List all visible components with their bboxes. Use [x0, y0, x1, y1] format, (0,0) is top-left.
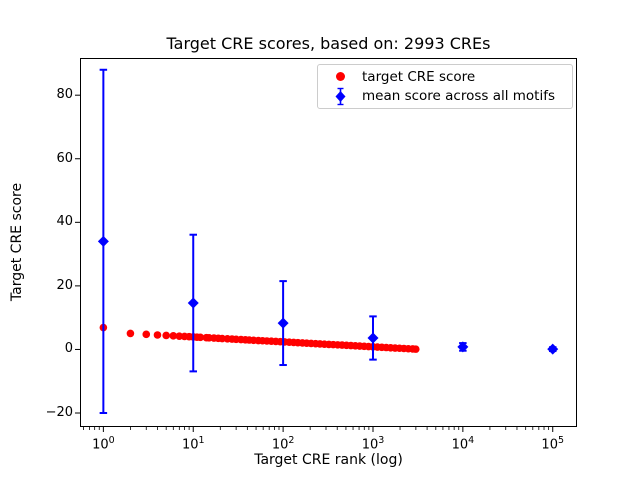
legend-item-mean-score: mean score across all motifs: [318, 87, 572, 106]
x-tick-label: 104: [451, 435, 475, 453]
y-tick-label: 60: [56, 150, 73, 166]
legend-marker-cell: [318, 72, 362, 82]
legend: target CRE score mean score across all m…: [317, 64, 573, 109]
x-tick-label: 101: [181, 435, 205, 453]
chart-title: Target CRE scores, based on: 2993 CREs: [166, 34, 491, 53]
legend-label: target CRE score: [362, 68, 476, 85]
x-tick-label: 100: [92, 435, 115, 453]
y-tick-label: 0: [64, 341, 73, 357]
y-tick-label: 20: [56, 277, 73, 293]
y-tick-label: −20: [45, 405, 73, 420]
legend-marker-cell: [318, 87, 362, 106]
y-tick-label: 80: [56, 87, 73, 103]
y-tick-label: 40: [56, 214, 73, 230]
x-tick-label: 105: [541, 435, 565, 453]
legend-circle-marker-icon: [335, 72, 345, 82]
x-tick-label: 103: [361, 435, 385, 453]
legend-item-target-cre-score: target CRE score: [318, 67, 572, 86]
legend-diamond-errorbar-marker-icon: [335, 87, 345, 105]
legend-label: mean score across all motifs: [362, 88, 556, 105]
x-tick-label: 102: [271, 435, 295, 453]
x-axis-label: Target CRE rank (log): [254, 452, 403, 468]
